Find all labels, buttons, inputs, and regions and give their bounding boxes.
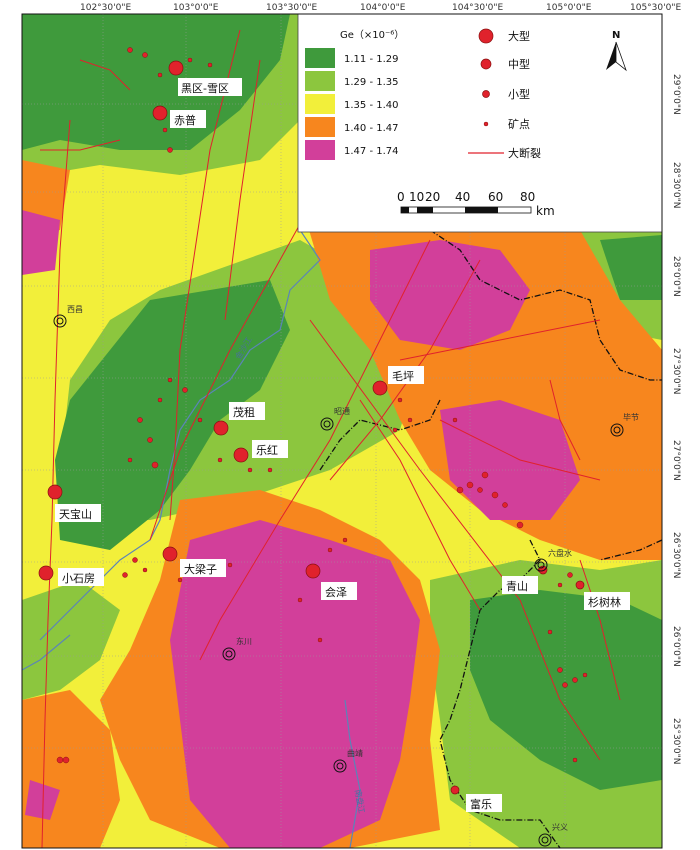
deposit-label-huize: 会泽 — [325, 586, 347, 599]
deposit-label-chipu: 赤普 — [174, 113, 196, 127]
svg-text:10: 10 — [409, 190, 424, 204]
svg-text:25°30'0"N: 25°30'0"N — [671, 718, 681, 764]
major-faults — [40, 29, 621, 848]
legend-range-4: 1.40 - 1.47 — [344, 123, 399, 134]
legend-large-label: 大型 — [508, 29, 530, 43]
legend-medium-label: 中型 — [508, 57, 530, 71]
legend-range-1: 1.11 - 1.29 — [344, 54, 399, 65]
deposit-tianbaoshan-marker[interactable] — [47, 484, 63, 500]
deposit-chipu-marker[interactable] — [152, 105, 168, 121]
deposit-maoping-marker[interactable] — [372, 380, 388, 396]
svg-text:28°30'0"N: 28°30'0"N — [671, 162, 681, 208]
legend-small-symbol — [482, 90, 490, 98]
legend-swatch-5 — [305, 140, 335, 160]
svg-text:20: 20 — [425, 190, 440, 204]
deposit-daliangzi-marker[interactable] — [162, 546, 178, 562]
svg-text:27°0'0"N: 27°0'0"N — [671, 440, 681, 481]
deposit-xiaoshifang-marker[interactable] — [38, 565, 54, 581]
legend-panel: Ge（×10⁻⁶） 1.11 - 1.29 1.29 - 1.35 1.35 -… — [297, 13, 663, 233]
svg-text:29°0'0"N: 29°0'0"N — [671, 74, 681, 115]
deposit-labels: 黑区-雪区 赤普 毛坪 茂租 乐红 天宝山 小石房 大梁子 会泽 青山 杉树林 … — [55, 78, 630, 812]
deposit-huize-marker[interactable] — [305, 563, 321, 579]
place-label: 毕节 — [623, 412, 639, 422]
latitude-ticks: 29°0'0"N 28°30'0"N 28°0'0"N 27°30'0"N 27… — [671, 74, 681, 764]
deposit-label-lehong: 乐红 — [256, 444, 278, 457]
svg-text:60: 60 — [488, 190, 503, 204]
deposit-heiqu-xuequ-marker[interactable] — [168, 60, 184, 76]
named-deposits — [38, 60, 585, 795]
legend-swatch-1 — [305, 48, 335, 68]
svg-text:28°0'0"N: 28°0'0"N — [671, 256, 681, 297]
legend-swatch-3 — [305, 94, 335, 114]
deposit-label-shanshulin: 杉树林 — [588, 595, 621, 609]
deposit-fule-marker[interactable] — [450, 785, 460, 795]
deposit-label-tianbaoshan: 天宝山 — [59, 507, 92, 521]
place-label: 东川 — [236, 636, 252, 646]
deposit-label-maoping: 毛坪 — [392, 370, 414, 383]
province-borders — [319, 229, 662, 848]
legend-range-2: 1.29 - 1.35 — [344, 77, 399, 88]
svg-text:103°0'0"E: 103°0'0"E — [173, 3, 219, 13]
legend-range-3: 1.35 - 1.40 — [344, 100, 399, 111]
deposit-label-qingshan: 青山 — [506, 580, 528, 593]
legend-large-symbol — [478, 28, 494, 44]
place-label: 曲靖 — [347, 748, 363, 758]
svg-text:0: 0 — [397, 190, 405, 204]
place-label: 昭通 — [334, 406, 350, 416]
svg-text:103°30'0"E: 103°30'0"E — [266, 3, 317, 13]
map-frame — [21, 13, 663, 849]
svg-text:27°30'0"N: 27°30'0"N — [671, 348, 681, 394]
legend-small-label: 小型 — [508, 87, 530, 101]
place-label: 西昌 — [67, 305, 83, 314]
legend-fault-label: 大断裂 — [508, 146, 541, 160]
city-symbols — [53, 314, 624, 847]
north-label: N — [612, 30, 620, 41]
place-label: 兴义 — [552, 823, 568, 832]
legend-swatch-4 — [305, 117, 335, 137]
svg-text:80: 80 — [520, 190, 535, 204]
svg-text:105°30'0"E: 105°30'0"E — [630, 3, 681, 13]
legend-range-5: 1.47 - 1.74 — [344, 146, 399, 157]
deposit-maozu-marker[interactable] — [213, 420, 229, 436]
svg-text:26°0'0"N: 26°0'0"N — [671, 626, 681, 667]
deposit-label-fule: 富乐 — [470, 797, 492, 811]
svg-text:26°30'0"N: 26°30'0"N — [671, 532, 681, 578]
place-label: 六盘水 — [548, 548, 572, 558]
svg-text:105°0'0"E: 105°0'0"E — [546, 3, 592, 13]
longitude-ticks: 102°30'0"E 103°0'0"E 103°30'0"E 104°0'0"… — [80, 3, 681, 13]
legend-occurrence-label: 矿点 — [508, 118, 530, 131]
legend-medium-symbol — [480, 58, 492, 70]
scale-bar: 0 10 20 40 60 80 km — [397, 190, 555, 218]
legend-occurrence-symbol — [483, 121, 489, 127]
svg-text:104°30'0"E: 104°30'0"E — [452, 3, 503, 13]
occurrence-points — [56, 47, 588, 764]
deposit-shanshulin-marker[interactable] — [575, 580, 585, 590]
legend-title: Ge（×10⁻⁶） — [340, 29, 404, 41]
deposit-label-maozu: 茂租 — [233, 405, 255, 419]
legend-swatch-2 — [305, 71, 335, 91]
river-label: 南盘江 — [353, 789, 367, 814]
scale-unit: km — [536, 204, 555, 218]
deposit-label-heiqu-xuequ: 黑区-雪区 — [181, 82, 229, 95]
svg-text:104°0'0"E: 104°0'0"E — [360, 3, 406, 13]
svg-text:40: 40 — [455, 190, 470, 204]
svg-text:102°30'0"E: 102°30'0"E — [80, 3, 131, 13]
deposit-label-xiaoshifang: 小石房 — [62, 572, 95, 585]
deposit-label-daliangzi: 大梁子 — [184, 562, 217, 576]
north-arrow-icon — [606, 42, 616, 70]
deposit-lehong-marker[interactable] — [233, 447, 249, 463]
